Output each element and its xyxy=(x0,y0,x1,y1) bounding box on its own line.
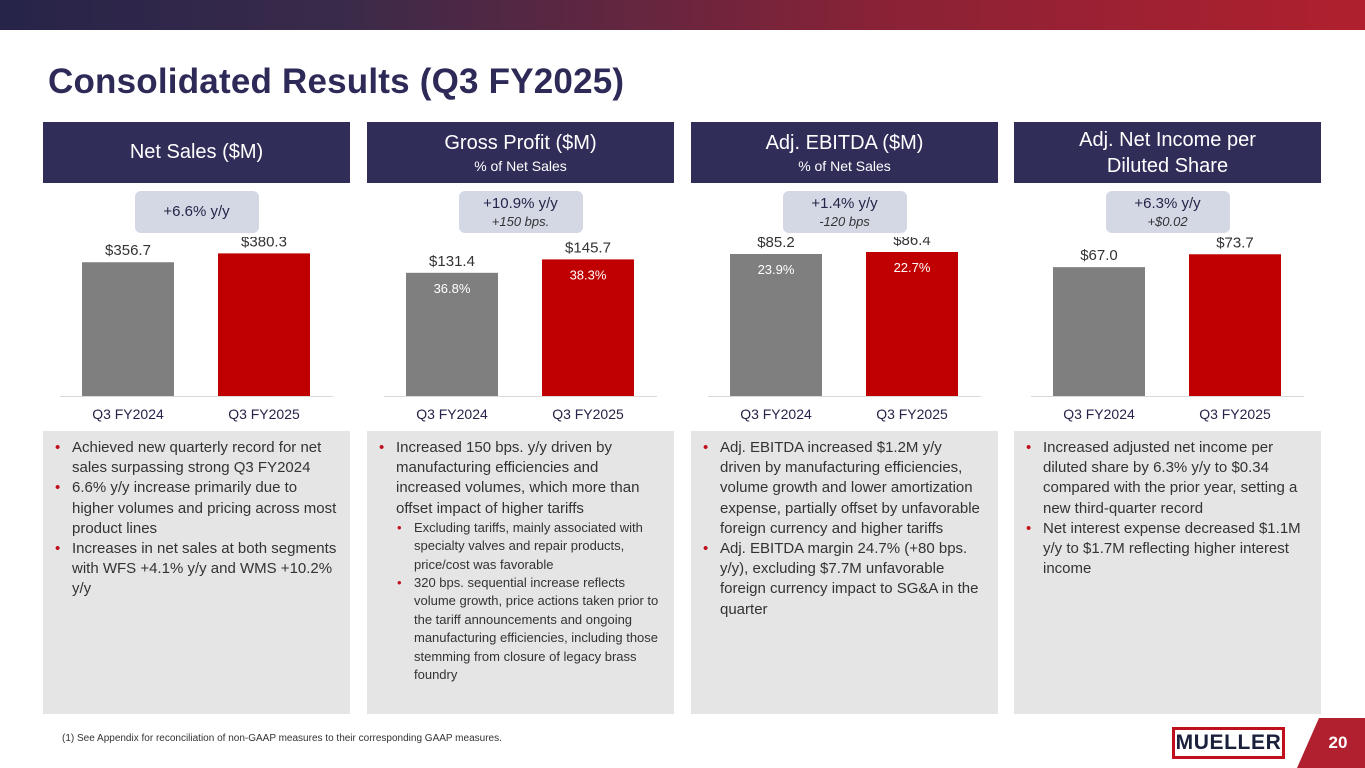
bullet-item: Adj. EBITDA margin 24.7% (+80 bps. y/y),… xyxy=(703,539,986,620)
bar-value-label: $145.7 xyxy=(565,239,611,256)
category-label: Q3 FY2025 xyxy=(552,406,624,422)
bullet-item: Net interest expense decreased $1.1M y/y… xyxy=(1026,519,1309,580)
bar-q3-fy2024 xyxy=(730,254,822,396)
column-header: Adj. EBITDA ($M) % of Net Sales xyxy=(691,122,998,183)
column-subtitle: % of Net Sales xyxy=(474,157,567,174)
category-label: Q3 FY2025 xyxy=(876,406,948,422)
column-title: Adj. EBITDA ($M) xyxy=(765,131,924,154)
change-percent: +10.9% y/y xyxy=(483,194,558,212)
change-percent: +1.4% y/y xyxy=(811,194,878,212)
column-title: Gross Profit ($M) xyxy=(444,131,597,154)
column-title: Adj. Net Income per Diluted Share xyxy=(1079,128,1256,177)
change-badge: +1.4% y/y -120 bps xyxy=(782,191,907,233)
bar-value-label: $380.3 xyxy=(241,237,287,250)
result-column: Gross Profit ($M) % of Net Sales +10.9% y/… xyxy=(367,122,674,714)
bullet-item: Increased 150 bps. y/y driven by manufac… xyxy=(379,438,662,519)
bar-q3-fy2024 xyxy=(82,262,174,396)
bar-q3-fy2025 xyxy=(542,259,634,396)
page-title: Consolidated Results (Q3 FY2025) xyxy=(48,62,625,101)
page-number-tab xyxy=(1297,718,1365,768)
bar-value-label: $131.4 xyxy=(429,253,475,270)
bullet-item: Achieved new quarterly record for net sa… xyxy=(55,438,338,478)
footnote: (1) See Appendix for reconciliation of n… xyxy=(62,733,502,744)
mueller-logo: MUELLER xyxy=(1172,727,1285,759)
bullet-item: Increases in net sales at both segments … xyxy=(55,539,338,600)
bar-percent-label: 23.9% xyxy=(758,262,795,277)
bar-percent-label: 38.3% xyxy=(570,267,607,282)
commentary-box: Increased adjusted net income per dilute… xyxy=(1014,431,1321,714)
bullet-list: Increased adjusted net income per dilute… xyxy=(1026,438,1309,579)
category-label: Q3 FY2024 xyxy=(416,406,488,422)
sub-bullet-item: 320 bps. sequential increase reflects vo… xyxy=(379,574,662,684)
bar-chart: $356.7 Q3 FY2024 $380.3 Q3 FY2025 xyxy=(43,237,350,432)
bar-q3-fy2024 xyxy=(1053,267,1145,396)
commentary-box: Achieved new quarterly record for net sa… xyxy=(43,431,350,714)
column-header: Net Sales ($M) xyxy=(43,122,350,183)
result-column: Adj. EBITDA ($M) % of Net Sales +1.4% y/y -… xyxy=(691,122,998,714)
change-margin: +$0.02 xyxy=(1147,213,1188,229)
category-label: Q3 FY2024 xyxy=(740,406,812,422)
change-margin: +150 bps. xyxy=(491,213,550,229)
logo-text: MUELLER xyxy=(1175,731,1282,754)
column-subtitle: % of Net Sales xyxy=(798,157,891,174)
commentary-box: Adj. EBITDA increased $1.2M y/y driven b… xyxy=(691,431,998,714)
page-number: 20 xyxy=(1328,733,1348,752)
result-column: Net Sales ($M) +6.6% y/y $356.7 Q3 FY2024 $3… xyxy=(43,122,350,714)
bar-chart: $131.4 36.8% Q3 FY2024 $145.7 38.3% Q3 FY2025 xyxy=(367,237,674,432)
column-header: Adj. Net Income per Diluted Share xyxy=(1014,122,1321,183)
bar-chart-svg: $85.2 23.9% Q3 FY2024 $86.4 22.7% Q3 FY2025 xyxy=(708,237,981,422)
bullet-list: Adj. EBITDA increased $1.2M y/y driven b… xyxy=(703,438,986,620)
bullet-list: Achieved new quarterly record for net sa… xyxy=(55,438,338,600)
sub-bullet-item: Excluding tariffs, mainly associated wit… xyxy=(379,519,662,574)
bar-q3-fy2025 xyxy=(1189,254,1281,396)
bar-value-label: $85.2 xyxy=(757,237,795,251)
change-percent: +6.6% y/y xyxy=(163,203,230,220)
category-label: Q3 FY2024 xyxy=(1063,406,1135,422)
bullet-item: Adj. EBITDA increased $1.2M y/y driven b… xyxy=(703,438,986,539)
bar-chart: $85.2 23.9% Q3 FY2024 $86.4 22.7% Q3 FY2025 xyxy=(691,237,998,432)
bar-value-label: $86.4 xyxy=(893,237,931,249)
change-badge: +10.9% y/y +150 bps. xyxy=(458,191,583,233)
change-margin: -120 bps xyxy=(819,213,870,229)
top-banner xyxy=(0,0,1365,30)
column-header: Gross Profit ($M) % of Net Sales xyxy=(367,122,674,183)
category-label: Q3 FY2024 xyxy=(92,406,164,422)
result-column: Adj. Net Income per Diluted Share +6.3% y… xyxy=(1014,122,1321,714)
bullet-item: 6.6% y/y increase primarily due to highe… xyxy=(55,478,338,539)
column-title: Net Sales ($M) xyxy=(129,141,264,163)
bar-q3-fy2024 xyxy=(406,272,498,396)
bar-chart-svg: $67.0 Q3 FY2024 $73.7 Q3 FY2025 xyxy=(1031,237,1304,422)
bar-chart-svg: $131.4 36.8% Q3 FY2024 $145.7 38.3% Q3 FY2025 xyxy=(384,239,657,422)
bar-chart-svg: $356.7 Q3 FY2024 $380.3 Q3 FY2025 xyxy=(60,237,333,422)
category-label: Q3 FY2025 xyxy=(1199,406,1271,422)
bar-value-label: $67.0 xyxy=(1080,247,1118,264)
bar-percent-label: 22.7% xyxy=(894,260,931,275)
bar-value-label: $73.7 xyxy=(1216,237,1254,251)
bullet-item: Increased adjusted net income per dilute… xyxy=(1026,438,1309,519)
commentary-box: Increased 150 bps. y/y driven by manufac… xyxy=(367,431,674,714)
bar-q3-fy2025 xyxy=(866,252,958,396)
change-badge: +6.3% y/y +$0.02 xyxy=(1105,191,1230,233)
change-badge: +6.6% y/y xyxy=(134,191,259,233)
bar-value-label: $356.7 xyxy=(105,242,151,259)
bar-q3-fy2025 xyxy=(218,253,310,396)
category-label: Q3 FY2025 xyxy=(228,406,300,422)
bar-percent-label: 36.8% xyxy=(434,281,471,296)
bullet-list: Increased 150 bps. y/y driven by manufac… xyxy=(379,438,662,684)
bar-chart: $67.0 Q3 FY2024 $73.7 Q3 FY2025 xyxy=(1014,237,1321,432)
change-percent: +6.3% y/y xyxy=(1134,194,1201,212)
